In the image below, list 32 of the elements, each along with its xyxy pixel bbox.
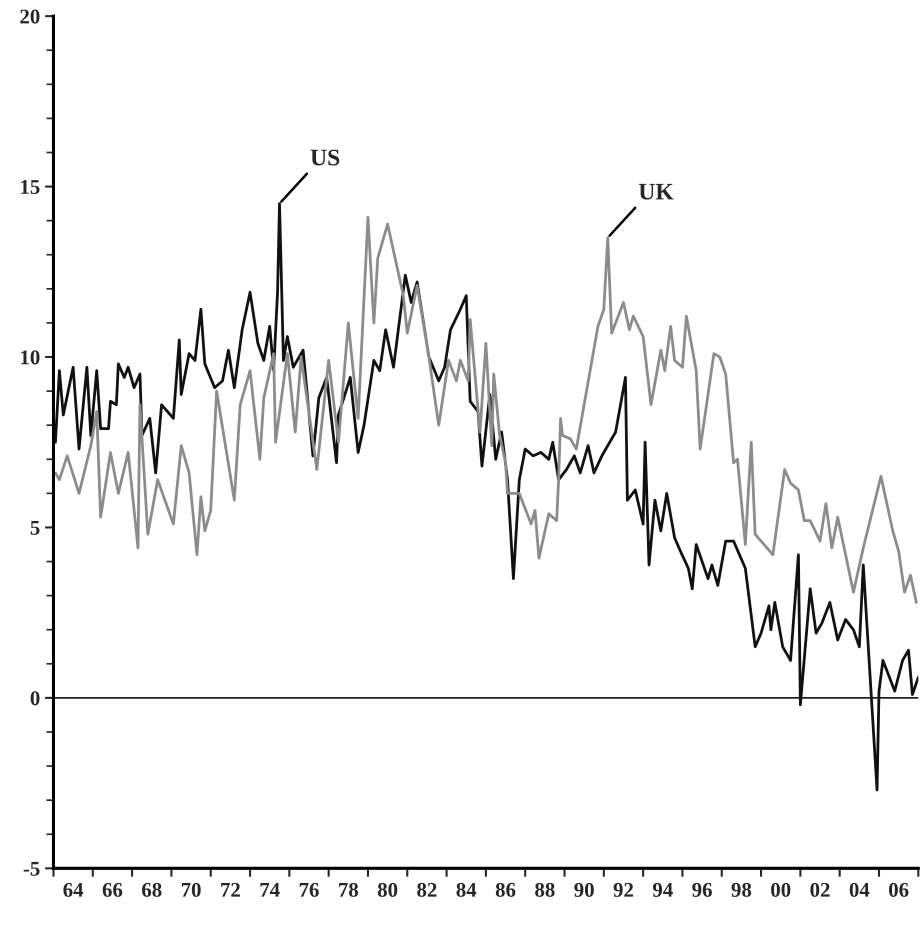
- x-tick-label: 72: [221, 882, 240, 897]
- y-tick-label: 5: [30, 521, 40, 535]
- x-tick-label: 68: [142, 882, 162, 897]
- x-tick-label: 06: [889, 882, 908, 897]
- x-tick-label: 84: [456, 882, 476, 897]
- x-tick-label: 96: [692, 882, 712, 897]
- x-tick-label: 94: [652, 882, 673, 897]
- x-tick-label: 86: [496, 882, 516, 897]
- x-tick-label: 70: [182, 882, 201, 897]
- x-tick-label: 66: [102, 882, 122, 897]
- annotation: UK: [638, 184, 674, 200]
- y-tick-label: 20: [20, 10, 40, 24]
- y-tick-label: 10: [21, 350, 40, 364]
- x-tick-label: 98: [732, 882, 752, 897]
- y-tick-label: 0: [30, 691, 40, 706]
- x-tick-label: 04: [850, 882, 870, 897]
- x-tick-label: 74: [260, 882, 280, 897]
- x-tick-label: 82: [417, 882, 436, 897]
- x-tick-label: 64: [63, 882, 84, 897]
- x-tick-label: 88: [535, 882, 555, 897]
- y-tick-label: -5: [24, 862, 40, 876]
- line-series: [54, 216, 918, 604]
- x-tick-label: 80: [378, 882, 398, 897]
- line-series: [54, 202, 918, 792]
- x-tick-label: 90: [574, 882, 594, 897]
- x-tick-label: 76: [300, 882, 319, 897]
- x-tick-label: 92: [614, 882, 634, 897]
- x-tick-label: 02: [810, 882, 830, 897]
- x-tick-label: 00: [771, 882, 790, 897]
- annotation: US: [310, 150, 340, 166]
- y-tick-label: 15: [21, 180, 40, 194]
- x-tick-label: 78: [339, 882, 358, 897]
